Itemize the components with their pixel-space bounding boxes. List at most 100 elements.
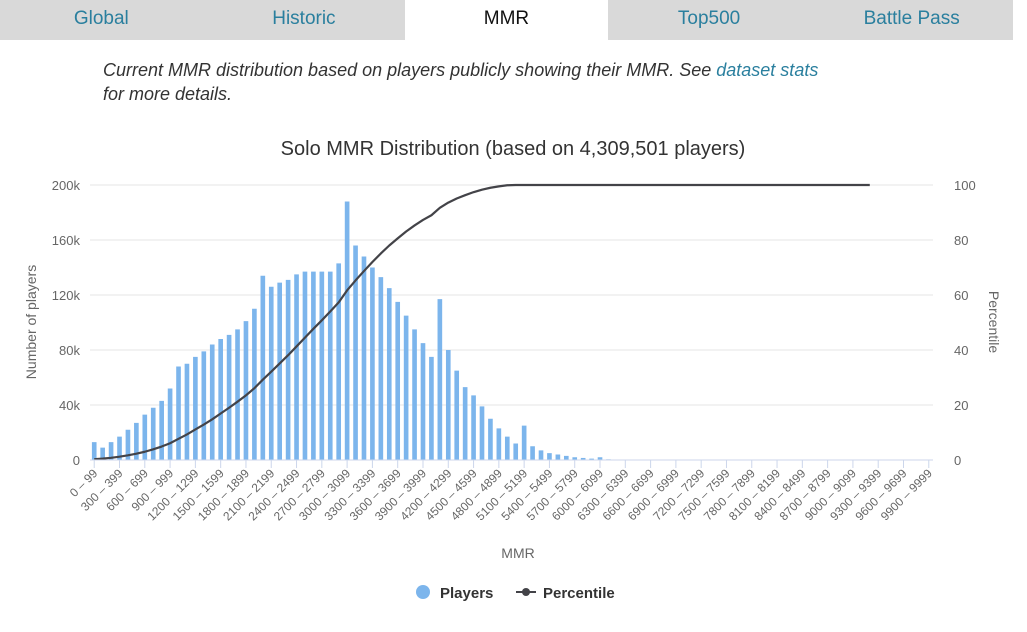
- y-tick-label: 0: [73, 453, 80, 468]
- players-bar: [285, 279, 291, 461]
- dataset-stats-link[interactable]: dataset stats: [716, 60, 819, 80]
- players-bar: [100, 447, 105, 461]
- legend: Players Percentile: [416, 585, 615, 602]
- players-bar: [235, 329, 240, 461]
- players-bar: [201, 351, 207, 461]
- players-bar: [538, 450, 544, 461]
- players-bar: [403, 315, 409, 461]
- players-bar: [294, 274, 299, 461]
- players-bar: [412, 329, 417, 461]
- players-bar: [462, 387, 468, 461]
- players-bar: [454, 370, 460, 461]
- players-bar: [260, 275, 266, 460]
- players-bar: [134, 422, 139, 461]
- tab-global[interactable]: Global: [0, 0, 203, 40]
- y2-tick-label: 100: [954, 178, 976, 193]
- players-bar: [277, 282, 282, 461]
- y-tick-label: 40k: [59, 398, 80, 413]
- players-bar: [167, 388, 173, 460]
- tab-bar: Global Historic MMR Top500 Battle Pass: [0, 0, 1013, 40]
- percentile-line: [94, 183, 870, 461]
- percentile-series: [94, 183, 870, 461]
- players-bar: [471, 395, 476, 461]
- x-axis-title: MMR: [501, 545, 534, 561]
- mmr-distribution-chart: Solo MMR Distribution (based on 4,309,50…: [23, 138, 1002, 602]
- players-bar: [597, 457, 603, 460]
- players-bar: [386, 288, 392, 461]
- description-text: Current MMR distribution based on player…: [103, 60, 717, 80]
- legend-item-percentile[interactable]: Percentile: [516, 585, 615, 602]
- players-bar: [420, 343, 426, 461]
- players-bar: [488, 418, 493, 460]
- legend-item-players[interactable]: Players: [416, 585, 493, 602]
- legend-players-label: Players: [440, 585, 493, 602]
- players-bar: [327, 271, 333, 460]
- players-bar: [580, 457, 586, 460]
- players-bar: [268, 286, 274, 460]
- players-bar: [589, 458, 594, 461]
- players-bar: [547, 453, 552, 461]
- legend-percentile-label: Percentile: [543, 585, 615, 602]
- players-bars: [91, 201, 679, 461]
- players-bar: [513, 443, 519, 460]
- players-bar: [117, 436, 122, 461]
- players-bar: [496, 428, 502, 461]
- y-tick-label: 200k: [52, 178, 81, 193]
- players-bar: [142, 414, 148, 461]
- grid-lines: [90, 184, 933, 461]
- players-bar: [184, 363, 190, 460]
- description-text-after: for more details.: [103, 84, 233, 104]
- y-tick-label: 160k: [52, 233, 81, 248]
- players-bar: [91, 442, 97, 461]
- players-bar: [176, 366, 181, 460]
- y-tick-label: 80k: [59, 343, 80, 358]
- players-bar: [370, 267, 375, 460]
- legend-percentile-marker: [522, 588, 530, 596]
- players-bar: [218, 339, 223, 460]
- y2-tick-label: 0: [954, 453, 961, 468]
- legend-players-marker: [416, 585, 430, 599]
- players-bar: [193, 356, 198, 461]
- players-bar: [344, 201, 350, 460]
- players-bar: [108, 442, 114, 461]
- players-bar: [563, 455, 569, 461]
- players-bar: [252, 308, 257, 460]
- y2-tick-label: 60: [954, 288, 968, 303]
- chart-title: Solo MMR Distribution (based on 4,309,50…: [281, 138, 746, 160]
- y2-tick-label: 40: [954, 343, 968, 358]
- players-bar: [125, 429, 131, 460]
- players-bar: [429, 356, 434, 461]
- players-bar: [378, 277, 384, 461]
- players-bar: [521, 425, 527, 461]
- players-bar: [479, 406, 485, 461]
- players-bar: [504, 436, 510, 461]
- y2-tick-label: 20: [954, 398, 968, 413]
- players-bar: [353, 245, 358, 460]
- players-bar: [159, 400, 164, 461]
- y-tick-label: 120k: [52, 288, 81, 303]
- players-bar: [243, 321, 249, 461]
- y2-axis-title: Percentile: [986, 291, 1002, 353]
- players-bar: [209, 344, 215, 460]
- y-axis-title: Number of players: [23, 265, 39, 379]
- y2-tick-label: 80: [954, 233, 968, 248]
- tab-battle-pass[interactable]: Battle Pass: [810, 0, 1013, 40]
- players-bar: [150, 407, 156, 460]
- players-bar: [445, 350, 451, 460]
- players-bar: [555, 454, 561, 460]
- players-bar: [311, 271, 316, 460]
- players-bar: [302, 271, 308, 460]
- players-bar: [226, 334, 232, 461]
- tab-top500[interactable]: Top500: [607, 0, 811, 40]
- players-bar: [437, 299, 443, 461]
- players-bar: [361, 256, 367, 460]
- players-bar: [395, 301, 401, 461]
- players-bar: [530, 446, 535, 460]
- tab-historic[interactable]: Historic: [202, 0, 406, 40]
- players-bar: [336, 263, 342, 461]
- players-bar: [572, 457, 578, 460]
- tab-mmr[interactable]: MMR: [405, 0, 608, 40]
- players-bar: [319, 271, 325, 460]
- description: Current MMR distribution based on player…: [103, 58, 933, 106]
